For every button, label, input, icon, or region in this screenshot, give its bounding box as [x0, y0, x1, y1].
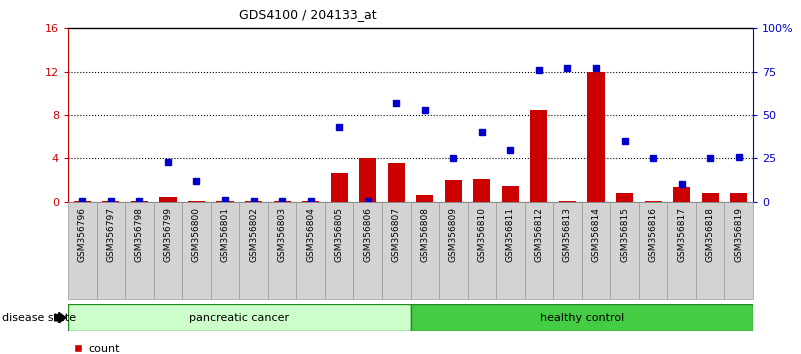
Text: GSM356818: GSM356818 — [706, 207, 714, 262]
Bar — [610, 202, 638, 299]
Bar — [530, 110, 547, 202]
Text: pancreatic cancer: pancreatic cancer — [189, 313, 289, 323]
Bar — [559, 201, 576, 202]
Bar — [468, 202, 496, 299]
Bar — [645, 201, 662, 202]
Bar — [501, 185, 519, 202]
Text: GSM356819: GSM356819 — [735, 207, 743, 262]
Text: GSM356810: GSM356810 — [477, 207, 486, 262]
Bar — [182, 202, 211, 299]
Bar — [445, 180, 462, 202]
Bar — [159, 198, 176, 202]
Text: GSM356805: GSM356805 — [335, 207, 344, 262]
Text: GSM356817: GSM356817 — [677, 207, 686, 262]
Bar — [553, 202, 582, 299]
Text: GSM356802: GSM356802 — [249, 207, 258, 262]
Bar — [125, 202, 154, 299]
Bar — [582, 202, 610, 299]
Text: GSM356813: GSM356813 — [563, 207, 572, 262]
Text: GSM356809: GSM356809 — [449, 207, 458, 262]
Bar — [667, 202, 696, 299]
Bar — [730, 193, 747, 202]
Text: GSM356815: GSM356815 — [620, 207, 629, 262]
Bar — [587, 72, 605, 202]
Bar — [417, 195, 433, 202]
Text: GSM356811: GSM356811 — [506, 207, 515, 262]
Text: GSM356801: GSM356801 — [220, 207, 230, 262]
Bar — [525, 202, 553, 299]
Text: GSM356812: GSM356812 — [534, 207, 543, 262]
Bar — [496, 202, 525, 299]
Bar — [325, 202, 353, 299]
Text: GSM356814: GSM356814 — [591, 207, 601, 262]
Text: GSM356796: GSM356796 — [78, 207, 87, 262]
Bar — [273, 201, 291, 202]
Bar — [296, 202, 325, 299]
Bar — [97, 202, 125, 299]
Bar — [410, 202, 439, 299]
Text: GSM356799: GSM356799 — [163, 207, 172, 262]
Bar — [302, 201, 319, 202]
Text: GSM356804: GSM356804 — [306, 207, 315, 262]
Bar — [74, 201, 91, 202]
Bar — [702, 193, 718, 202]
Bar — [239, 202, 268, 299]
Text: GSM356807: GSM356807 — [392, 207, 400, 262]
Bar — [382, 202, 410, 299]
Legend: count, percentile rank within the sample: count, percentile rank within the sample — [74, 344, 276, 354]
Text: GSM356806: GSM356806 — [363, 207, 372, 262]
Text: GSM356816: GSM356816 — [649, 207, 658, 262]
Text: GSM356798: GSM356798 — [135, 207, 144, 262]
Bar — [388, 163, 405, 202]
Bar — [410, 304, 753, 331]
FancyArrow shape — [54, 313, 66, 323]
Bar — [724, 202, 753, 299]
Text: GDS4100 / 204133_at: GDS4100 / 204133_at — [239, 8, 376, 21]
Bar — [103, 201, 119, 202]
Bar — [331, 172, 348, 202]
Bar — [245, 201, 262, 202]
Text: healthy control: healthy control — [540, 313, 624, 323]
Bar — [211, 202, 239, 299]
Bar — [68, 304, 410, 331]
Text: GSM356803: GSM356803 — [278, 207, 287, 262]
Bar — [216, 201, 234, 202]
Bar — [268, 202, 296, 299]
Bar — [353, 202, 382, 299]
Bar — [473, 179, 490, 202]
Bar — [638, 202, 667, 299]
Bar — [68, 202, 97, 299]
Bar — [131, 201, 148, 202]
Bar — [616, 193, 633, 202]
Bar — [359, 159, 376, 202]
Text: GSM356808: GSM356808 — [421, 207, 429, 262]
Bar — [673, 187, 690, 202]
Bar — [439, 202, 468, 299]
Text: GSM356800: GSM356800 — [192, 207, 201, 262]
Bar — [154, 202, 182, 299]
Text: disease state: disease state — [2, 313, 76, 323]
Bar — [696, 202, 724, 299]
Bar — [188, 201, 205, 202]
Text: GSM356797: GSM356797 — [107, 207, 115, 262]
